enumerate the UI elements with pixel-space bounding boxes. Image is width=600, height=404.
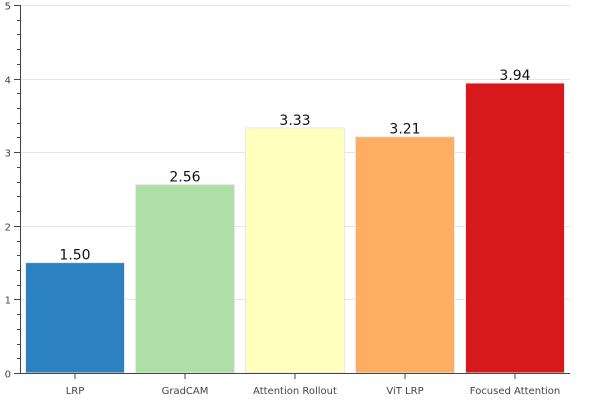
x-tick-label-gradcam: GradCAM: [162, 386, 209, 397]
data-label-vit-lrp: 3.21: [389, 122, 420, 138]
axis-layer: [14, 5, 570, 379]
y-tick-label-4: 4: [5, 76, 11, 87]
y-tick-label-1: 1: [5, 296, 11, 307]
bar-focused-attention: [465, 82, 565, 374]
data-label-focused-attention: 3.94: [499, 68, 530, 84]
x-tick-label-vit-lrp: ViT LRP: [386, 386, 423, 397]
bar-gradcam: [135, 184, 235, 374]
y-tick-label-3: 3: [5, 149, 11, 160]
bar-attention-rollout: [245, 127, 345, 374]
label-layer: 1.50 LRP 2.56 GradCAM 3.33 Attention Rollout 3…: [5, 2, 561, 398]
x-tick-label-attention-rollout: Attention Rollout: [253, 386, 337, 397]
bar-lrp: [25, 262, 125, 374]
y-tick-label-0: 0: [5, 370, 11, 381]
y-tick-label-5: 5: [5, 2, 11, 13]
y-tick-label-2: 2: [5, 223, 11, 234]
x-tick-label-focused-attention: Focused Attention: [470, 386, 560, 397]
x-tick-label-lrp: LRP: [66, 386, 85, 397]
data-label-attention-rollout: 3.33: [279, 113, 310, 129]
bar-layer: [25, 82, 565, 374]
data-label-gradcam: 2.56: [169, 170, 200, 186]
data-label-lrp: 1.50: [59, 248, 90, 264]
bar-vit-lrp: [355, 136, 455, 374]
